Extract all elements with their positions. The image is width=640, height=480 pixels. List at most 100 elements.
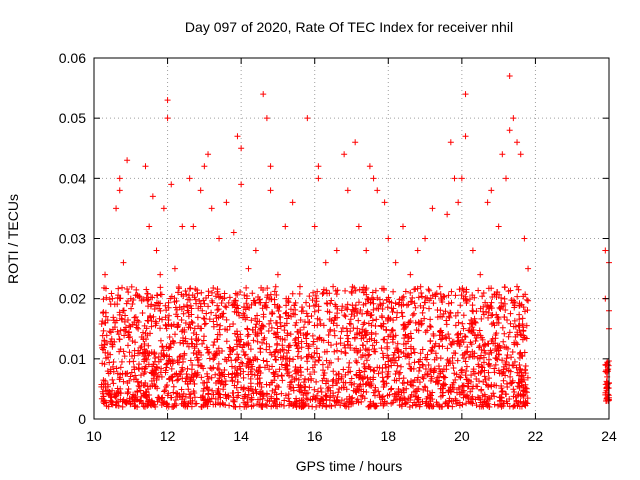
data-point [206,316,213,323]
data-point [390,317,397,324]
data-point [263,115,270,122]
data-point [128,305,135,312]
data-point [229,390,236,397]
data-point [522,366,529,373]
data-point [336,386,343,393]
data-point [234,328,241,335]
data-point [153,376,160,383]
data-point [192,296,199,303]
data-point [141,366,148,373]
data-point [422,354,429,361]
data-point [457,302,464,309]
data-point [281,336,288,343]
data-point [394,362,401,369]
data-point [432,350,439,357]
data-point [266,320,273,327]
data-point [283,295,290,302]
data-point [232,364,239,371]
data-point [283,349,290,356]
data-point [186,321,193,328]
data-point [292,322,299,329]
data-point [363,247,370,254]
data-point [458,292,465,299]
data-point [151,371,158,378]
data-point [107,368,114,375]
data-point [305,376,312,383]
data-point [102,271,109,278]
data-point [473,402,480,409]
data-point [375,388,382,395]
data-point [417,283,424,290]
data-point [498,383,505,390]
data-point [132,392,139,399]
data-point [347,316,354,323]
data-point [286,383,293,390]
data-point [105,391,112,398]
data-point [431,367,438,374]
data-point [225,371,232,378]
data-point [401,321,408,328]
data-point [512,323,519,330]
data-point [246,304,253,311]
data-point [373,316,380,323]
data-point [215,306,222,313]
data-point [127,295,134,302]
data-point [469,396,476,403]
x-tick-label: 24 [601,428,617,444]
data-point [312,292,319,299]
data-point [278,401,285,408]
data-point [148,323,155,330]
data-point [372,384,379,391]
data-point [501,284,508,291]
data-point [447,310,454,317]
data-point [157,291,164,298]
data-point [273,396,280,403]
data-point [377,400,384,407]
data-point [478,386,485,393]
data-point [222,303,229,310]
data-point [272,368,279,375]
data-point [452,292,459,299]
data-point [120,259,127,266]
data-point [315,163,322,170]
data-point [348,395,355,402]
data-point [188,374,195,381]
data-point [124,342,131,349]
data-point [356,369,363,376]
data-point [233,337,240,344]
data-point [394,340,401,347]
data-point [385,358,392,365]
data-point [102,285,109,292]
data-point [303,395,310,402]
data-point [397,363,404,370]
data-point [417,350,424,357]
data-point [366,163,373,170]
data-point [248,317,255,324]
data-point [348,289,355,296]
data-point [160,205,167,212]
data-point [355,374,362,381]
data-point [454,331,461,338]
data-point [478,315,485,322]
data-point [463,400,470,407]
data-point [247,368,254,375]
data-point [518,352,525,359]
data-point [100,327,107,334]
data-point [480,378,487,385]
data-point [150,361,157,368]
data-point [334,393,341,400]
data-point [226,294,233,301]
data-point [341,342,348,349]
data-point [140,296,147,303]
data-point [130,358,137,365]
data-point [427,324,434,331]
data-point [352,287,359,294]
data-point [221,373,228,380]
data-point [508,380,515,387]
data-point [208,365,215,372]
data-point [194,287,201,294]
data-point [205,151,212,158]
data-point [424,388,431,395]
data-point [509,348,516,355]
